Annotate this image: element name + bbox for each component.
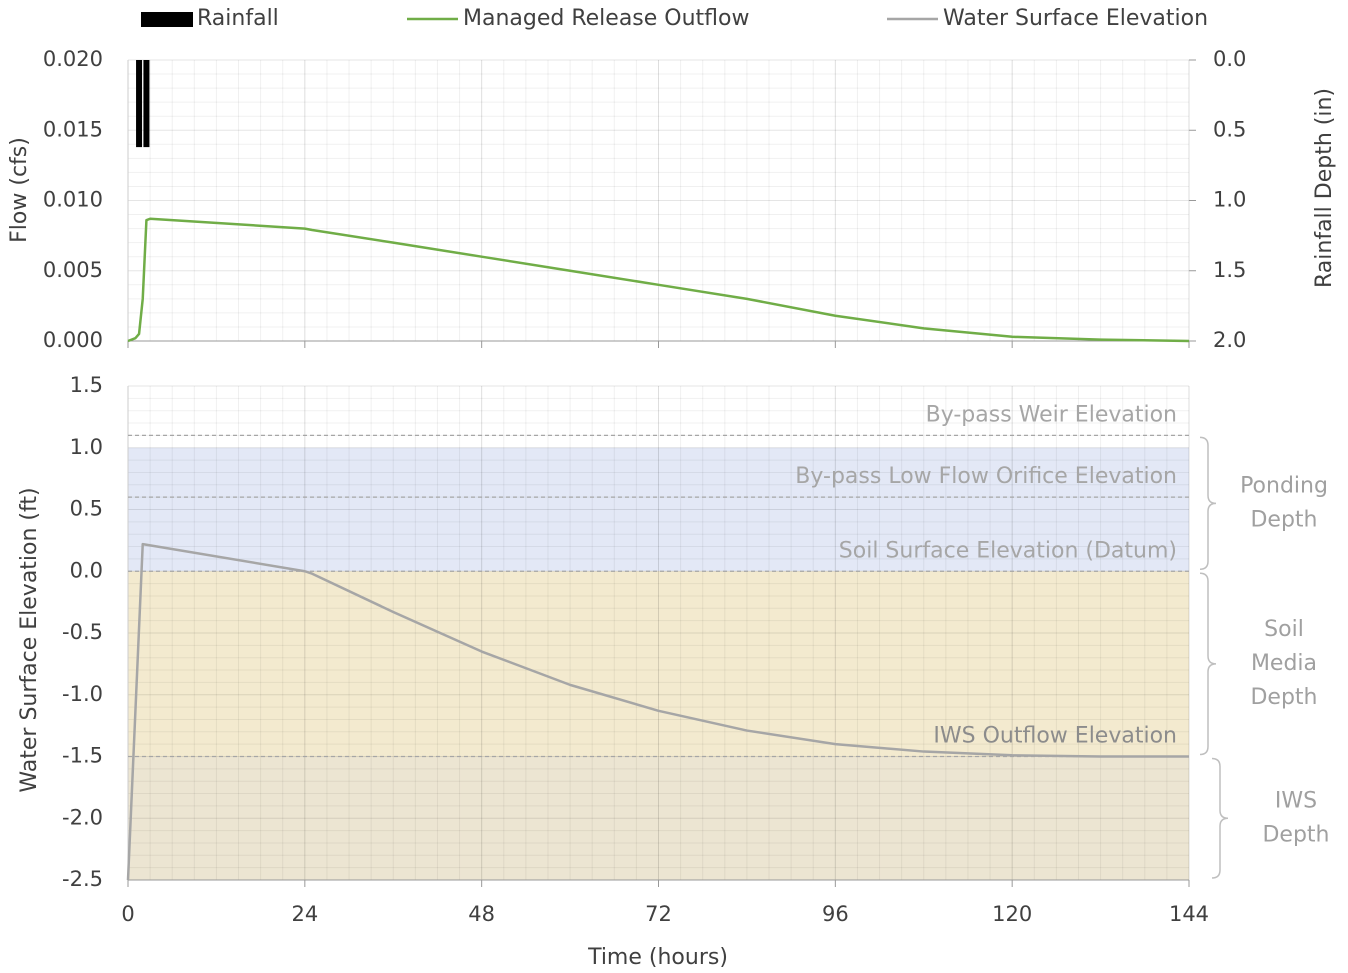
series-line [127,217,1190,343]
y-tick-label: 0.010 [43,188,103,212]
x-tick-label: 120 [992,902,1032,926]
y2-axis-title: Rainfall Depth (in) [1312,88,1337,288]
brace-label: Ponding [1240,473,1328,498]
legend-label: Rainfall [197,6,279,31]
legend-label: Managed Release Outflow [463,6,750,31]
y-tick-label: -2.5 [62,867,103,891]
y-tick-label: 0.5 [70,497,103,521]
x-tick-label: 144 [1169,902,1209,926]
y-tick-label: 0.020 [43,47,103,71]
x-tick-label: 48 [468,902,495,926]
y-tick-label: -0.5 [62,620,103,644]
brace [1211,757,1229,879]
band [128,571,1189,757]
brace-label: Depth [1250,685,1317,710]
brace-label: Media [1251,651,1317,676]
reference-label: IWS Outflow Elevation [933,724,1177,749]
y-tick-label: -2.0 [62,805,103,829]
x-tick-label: 0 [121,902,134,926]
series-line [126,542,1189,881]
brace [1199,572,1217,756]
y-tick-label: 0.005 [43,258,103,282]
reference-label: Soil Surface Elevation (Datum) [839,538,1177,563]
brace [1199,436,1217,570]
x-tick-label: 96 [822,902,849,926]
rain-bar [136,60,143,148]
x-axis-title: Time (hours) [587,945,728,970]
y2-tick-label: 0.0 [1213,47,1246,71]
band [128,447,1189,572]
x-tick-label: 72 [645,902,672,926]
y-tick-label: 0.015 [43,117,103,141]
x-tick-label: 24 [291,902,318,926]
reference-label: By-pass Weir Elevation [926,402,1177,427]
y-tick-label: 0.000 [43,328,103,352]
brace-label: Soil [1264,617,1304,642]
y2-tick-label: 2.0 [1213,328,1246,352]
y2-tick-label: 0.5 [1213,117,1246,141]
legend-label: Water Surface Elevation [943,6,1208,31]
band [128,756,1189,880]
brace-label: Depth [1262,822,1329,847]
brace-label: IWS [1275,788,1317,813]
y-tick-label: 1.5 [70,373,103,397]
brace-label: Depth [1250,507,1317,532]
y-tick-label: 1.0 [70,435,103,459]
legend-swatch [141,12,193,27]
y2-tick-label: 1.0 [1213,188,1246,212]
y-tick-label: -1.5 [62,744,103,768]
y2-tick-label: 1.5 [1213,258,1246,282]
y-axis-title: Flow (cfs) [7,137,32,243]
y-axis-title: Water Surface Elevation (ft) [17,487,42,792]
y-tick-label: 0.0 [70,558,103,582]
rain-bar [143,60,150,148]
reference-label: By-pass Low Flow Orifice Elevation [795,464,1177,489]
y-tick-label: -1.0 [62,682,103,706]
